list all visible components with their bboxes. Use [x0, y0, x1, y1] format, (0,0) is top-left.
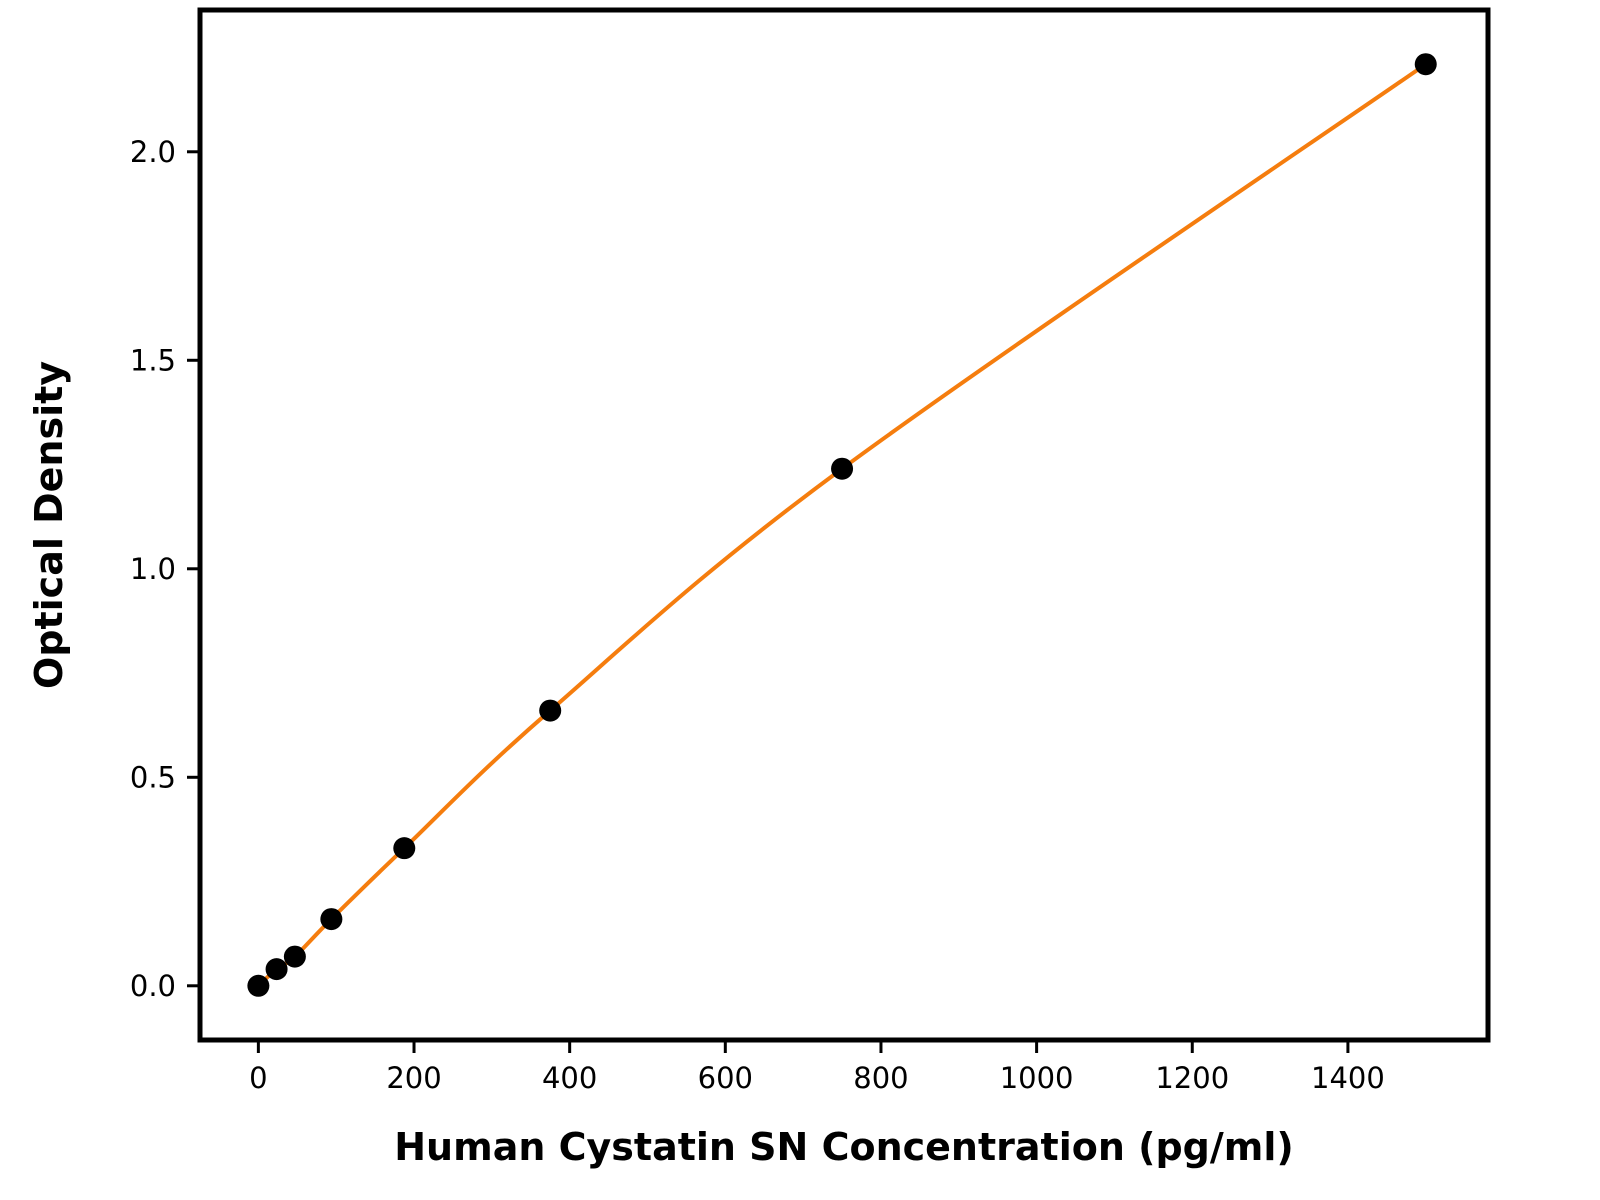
y-tick-label: 0.0	[130, 969, 176, 1003]
x-tick-label: 400	[542, 1061, 597, 1095]
fit-curve	[256, 62, 1428, 988]
data-point	[320, 908, 343, 931]
y-tick-label: 2.0	[130, 135, 176, 169]
data-point	[393, 837, 416, 860]
data-point	[283, 945, 306, 968]
x-tick-label: 600	[698, 1061, 753, 1095]
data-point	[265, 958, 288, 981]
y-tick-label: 1.0	[130, 552, 176, 586]
x-axis-label: Human Cystatin SN Concentration (pg/ml)	[394, 1125, 1294, 1169]
plot-layer: 0 200 400 600 800 1000 1200 1400 0.0 0.5 1.0 1.5 2.0	[130, 7, 1491, 1095]
data-point	[831, 457, 854, 480]
x-tick-label: 200	[386, 1061, 441, 1095]
plot-border	[197, 7, 1491, 1043]
x-tick-label: 1000	[1000, 1061, 1074, 1095]
x-tick-label: 800	[853, 1061, 908, 1095]
y-tick-label: 1.5	[130, 343, 176, 377]
x-tick-label: 1400	[1311, 1061, 1385, 1095]
y-axis-label: Optical Density	[27, 361, 71, 689]
x-tick-label: 0	[249, 1061, 267, 1095]
x-tick-label: 1200	[1155, 1061, 1229, 1095]
data-point	[1414, 53, 1437, 76]
data-point	[539, 699, 562, 722]
data-point	[247, 974, 270, 997]
y-tick-label: 0.5	[130, 760, 176, 794]
